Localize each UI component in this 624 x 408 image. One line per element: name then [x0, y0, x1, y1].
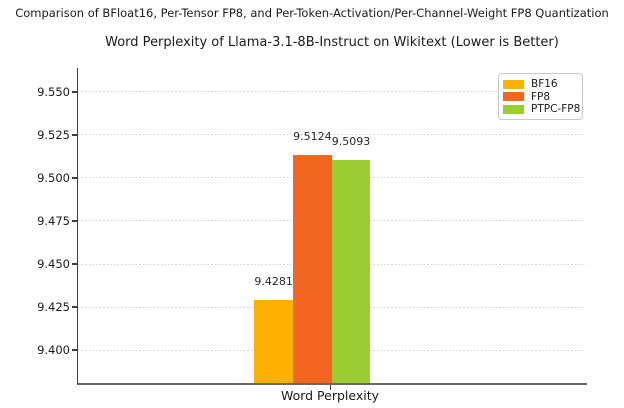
bar-ptpc-fp8 [331, 159, 371, 383]
y-tick-mark [71, 220, 77, 222]
legend-label: BF16 [531, 78, 558, 90]
y-tick-label: 9.425 [37, 300, 70, 315]
bar-value-label: 9.5093 [331, 134, 371, 148]
bar-value-label: 9.4281 [254, 274, 293, 288]
y-tick-label: 9.500 [37, 170, 70, 185]
y-tick-mark [71, 349, 77, 351]
legend-swatch-icon [503, 92, 524, 101]
gridline [78, 134, 586, 136]
legend-item-fp8: FP8 [503, 91, 577, 103]
y-tick-mark [71, 91, 77, 93]
legend-label: FP8 [531, 90, 551, 103]
plot-area: 9.4281 9.5124 9.5093 [77, 68, 587, 385]
y-tick-mark [71, 134, 77, 136]
legend-item-ptpc-fp8: PTPC-FP8 [503, 103, 581, 115]
y-tick-label: 9.450 [37, 257, 70, 272]
legend: BF16 FP8 PTPC-FP8 [498, 73, 583, 120]
legend-swatch-icon [503, 79, 524, 89]
gridline [78, 91, 586, 93]
bar-value-label: 9.5124 [293, 129, 332, 143]
y-tick-label: 9.400 [37, 343, 70, 358]
legend-label: PTPC-FP8 [531, 103, 581, 115]
y-tick-label: 9.550 [37, 84, 70, 99]
y-tick-label: 9.475 [37, 213, 70, 228]
y-tick-mark [71, 263, 77, 265]
bar-fp8 [293, 154, 332, 383]
y-tick-mark [71, 306, 77, 308]
x-tick-mark [329, 385, 331, 390]
y-tick-mark [71, 177, 77, 179]
chart-title: Word Perplexity of Llama-3.1-8B-Instruct… [105, 35, 559, 50]
bar-bf16 [254, 299, 293, 383]
legend-item-bf16: BF16 [503, 78, 577, 90]
legend-swatch-icon [503, 104, 524, 114]
figure-suptitle: Comparison of BFloat16, Per-Tensor FP8, … [15, 6, 609, 20]
y-tick-label: 9.525 [37, 127, 70, 142]
x-tick-label: Word Perplexity [280, 388, 380, 403]
